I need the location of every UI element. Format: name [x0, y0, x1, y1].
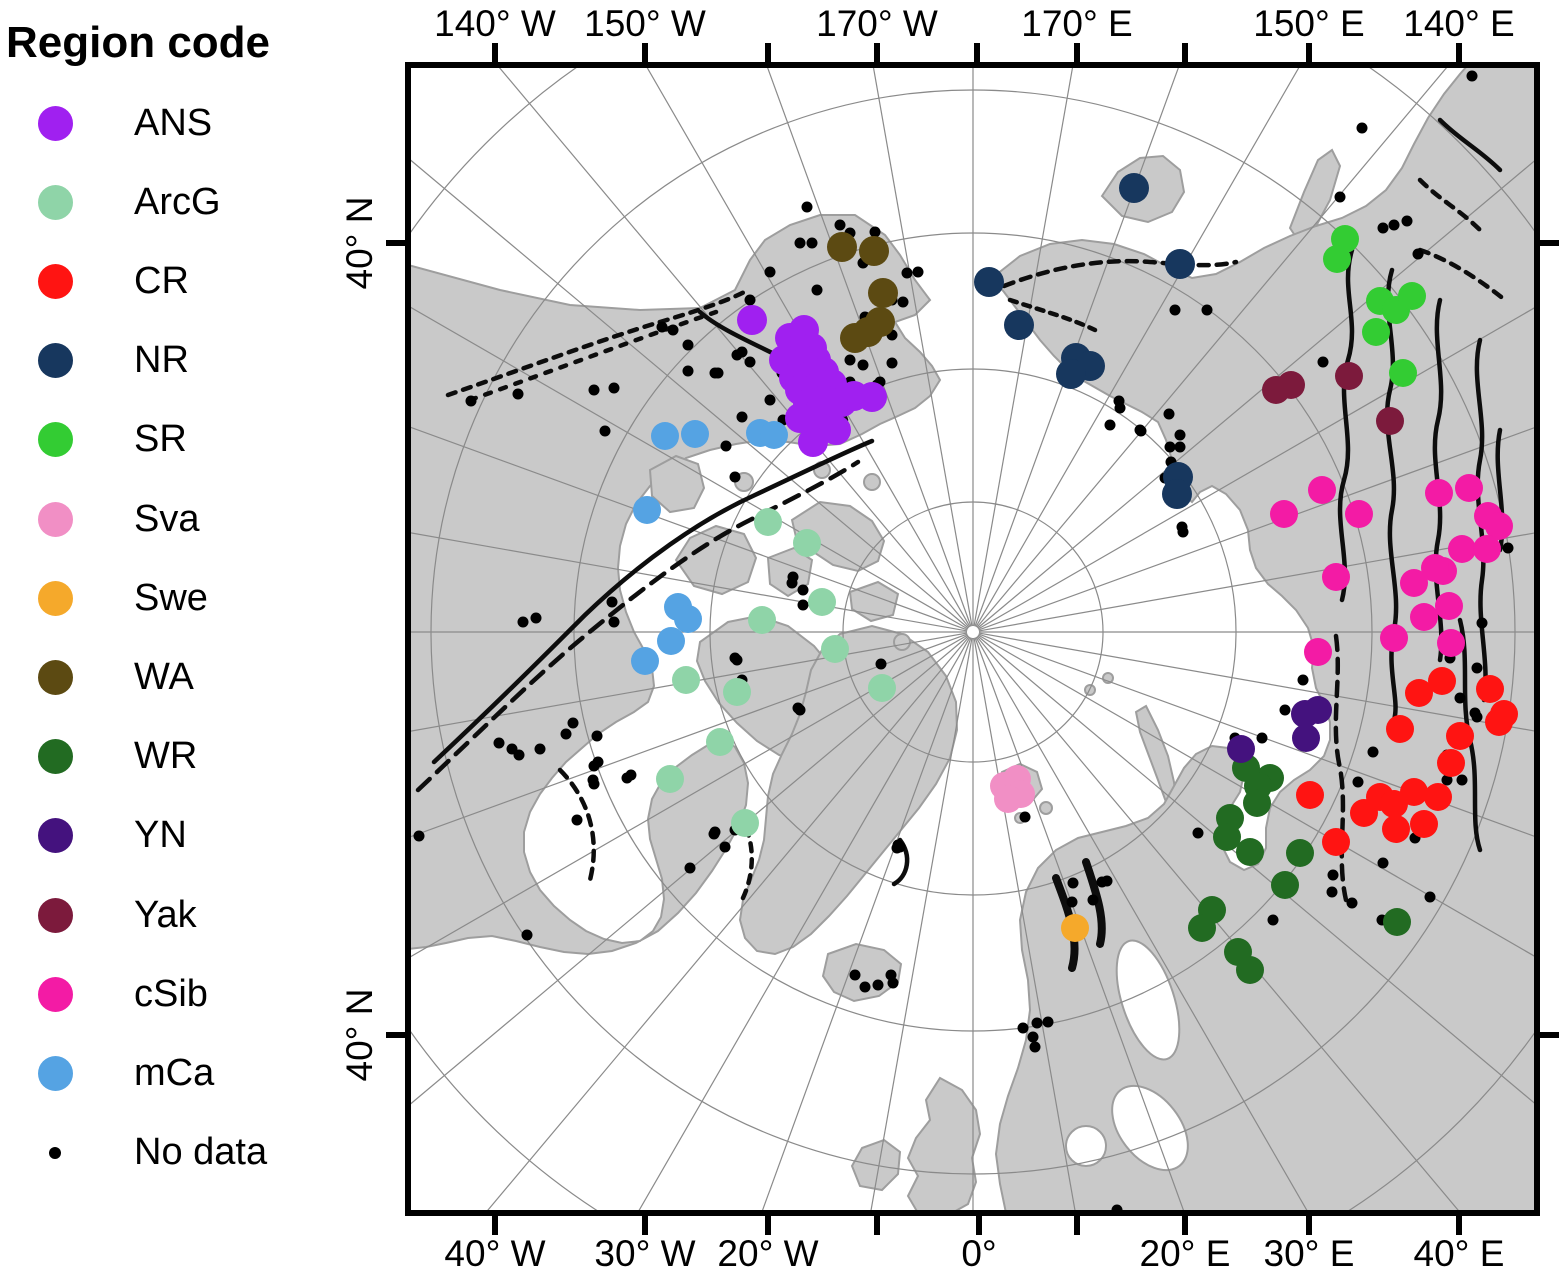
region-points-swe: [1061, 914, 1089, 942]
legend-label: Yak: [134, 893, 197, 936]
legend-title: Region code: [6, 18, 271, 67]
svg-text:30° W: 30° W: [594, 1233, 695, 1274]
legend-dot-wa-icon: [37, 659, 73, 695]
legend-label: CR: [134, 259, 189, 302]
region-points-ans: [737, 305, 887, 457]
region-points-arcg: [656, 508, 896, 837]
axis-labels: 140° W 150° W 170° W 170° E 150° E 140° E 40° …: [339, 3, 1515, 1274]
legend-dot-sr-icon: [37, 422, 73, 458]
legend-dot-mca-icon: [37, 1055, 73, 1091]
svg-text:30° E: 30° E: [1264, 1233, 1355, 1274]
svg-text:40° W: 40° W: [444, 1233, 545, 1274]
region-points-wa: [827, 232, 898, 353]
svg-text:20° E: 20° E: [1140, 1233, 1231, 1274]
legend-dot-nr-icon: [37, 343, 73, 379]
legend-dot-csib-icon: [37, 976, 73, 1012]
region-points-mca: [631, 419, 788, 675]
svg-text:170° W: 170° W: [816, 3, 938, 44]
svg-text:140° E: 140° E: [1403, 3, 1515, 44]
legend-dot-sva-icon: [37, 501, 73, 537]
legend-dot-cr-icon: [37, 263, 73, 299]
region-points-wr: [1188, 754, 1411, 984]
region-points-nr: [974, 173, 1195, 509]
region-points-yn: [1227, 696, 1332, 763]
legend-label: Sva: [134, 497, 200, 540]
legend-label: ArcG: [134, 180, 221, 223]
legend-dot-ans-icon: [37, 105, 73, 141]
region-points-csib: [1270, 474, 1513, 666]
legend-label: Swe: [134, 576, 208, 619]
legend-label: YN: [134, 814, 187, 857]
svg-text:150° W: 150° W: [584, 3, 706, 44]
legend-dot-no-data-icon: [49, 1146, 61, 1159]
legend-label: NR: [134, 339, 189, 382]
legend-dot-wr-icon: [37, 739, 73, 775]
svg-text:150° E: 150° E: [1253, 3, 1365, 44]
legend-label: WR: [134, 735, 198, 778]
legend-label: mCa: [134, 1051, 215, 1094]
legend-label: WA: [134, 655, 194, 698]
svg-text:40° N: 40° N: [339, 197, 380, 290]
legend-label: No data: [134, 1131, 268, 1174]
svg-text:20° W: 20° W: [717, 1233, 818, 1274]
region-points-sr: [1323, 225, 1426, 387]
legend-dot-yak-icon: [37, 897, 73, 933]
legend-panel: Region code ANS ArcG CR NR SR Sva Swe WA WR YN Yak…: [0, 0, 400, 1280]
legend-dot-arcg-icon: [37, 184, 73, 220]
svg-text:170° E: 170° E: [1021, 3, 1133, 44]
legend-label: SR: [134, 418, 187, 461]
svg-text:40° E: 40° E: [1414, 1233, 1505, 1274]
legend-label: cSib: [134, 972, 208, 1015]
region-points-yak: [1262, 362, 1404, 435]
svg-text:0°: 0°: [961, 1233, 996, 1274]
region-points-sva: [990, 765, 1035, 813]
legend-dot-yn-icon: [37, 818, 73, 854]
svg-text:40° N: 40° N: [339, 989, 380, 1082]
legend-dot-swe-icon: [37, 580, 73, 616]
legend-label: ANS: [134, 101, 213, 144]
svg-text:140° W: 140° W: [434, 3, 556, 44]
region-points-cr: [1296, 667, 1518, 856]
